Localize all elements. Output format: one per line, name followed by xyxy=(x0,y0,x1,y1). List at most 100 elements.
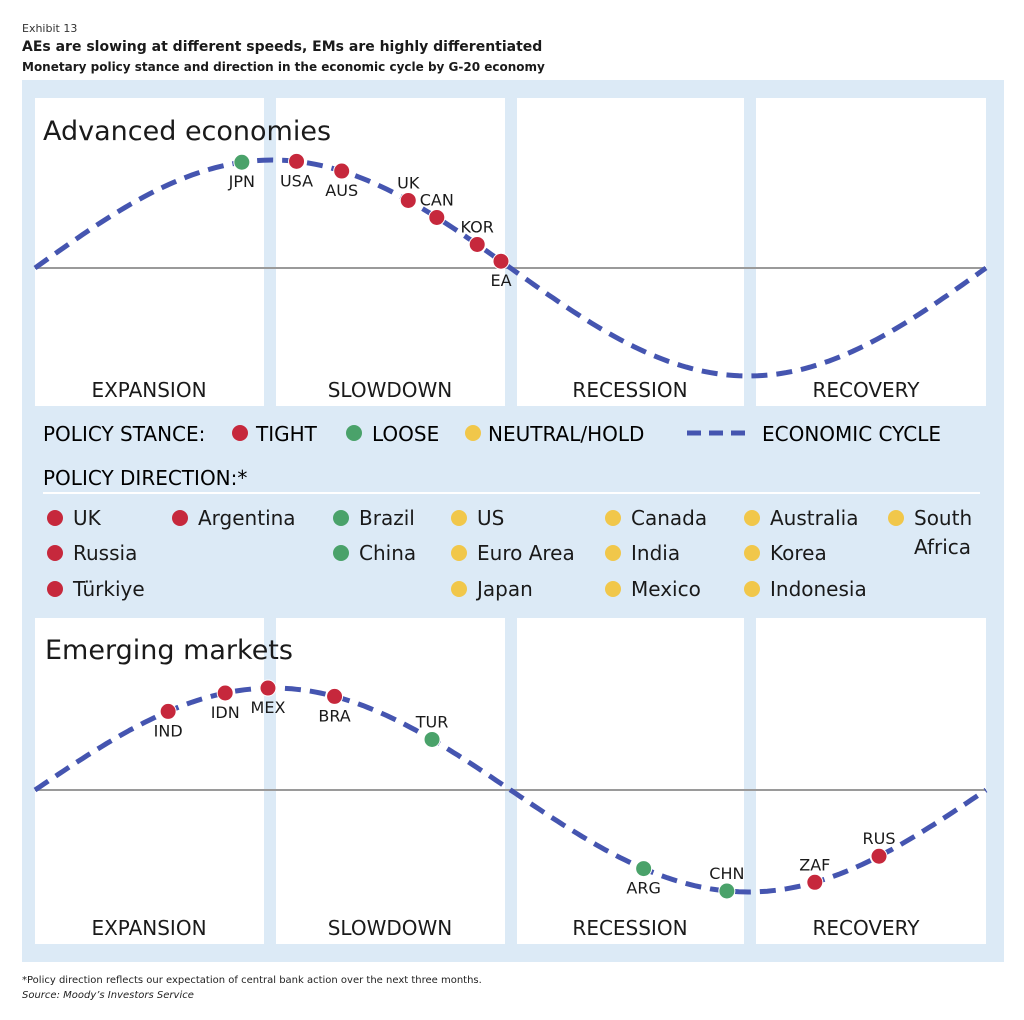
point-usa xyxy=(288,152,306,170)
point-label-mex: MEX xyxy=(251,698,286,717)
point-tur xyxy=(423,730,441,748)
legend-stance-label: POLICY STANCE: xyxy=(43,422,205,446)
point-uk xyxy=(399,191,417,209)
legend-neutral-label: NEUTRAL/HOLD xyxy=(488,422,644,446)
direction-marker-indonesia xyxy=(744,581,760,597)
legend-tight-marker xyxy=(232,425,248,441)
phase-cell-slowdown xyxy=(276,98,505,406)
economic-cycle-curve xyxy=(33,685,988,895)
panel-title: Advanced economies xyxy=(43,116,331,147)
direction-label-türkiye: Türkiye xyxy=(72,577,145,601)
point-label-kor: KOR xyxy=(461,217,494,236)
direction-marker-china xyxy=(333,545,349,561)
point-label-zaf: ZAF xyxy=(799,855,830,874)
direction-marker-brazil xyxy=(333,510,349,526)
point-mex xyxy=(259,679,277,697)
legend-neutral-marker xyxy=(465,425,481,441)
point-rus xyxy=(870,847,888,865)
direction-marker-south-africa xyxy=(888,510,904,526)
direction-label-us: US xyxy=(477,506,504,530)
phase-label-slowdown: SLOWDOWN xyxy=(328,378,453,402)
point-label-ea: EA xyxy=(490,271,511,290)
direction-marker-euro-area xyxy=(451,545,467,561)
direction-label-canada: Canada xyxy=(631,506,707,530)
chart-subtitle: Monetary policy stance and direction in … xyxy=(22,60,545,74)
panel-title: Emerging markets xyxy=(45,635,293,666)
legend-cycle-label: ECONOMIC CYCLE xyxy=(762,422,941,446)
point-zaf xyxy=(806,873,824,891)
direction-label-india: India xyxy=(631,541,680,565)
direction-label-china: China xyxy=(359,541,416,565)
direction-label-south-africa: South Africa xyxy=(914,506,972,559)
direction-marker-korea xyxy=(744,545,760,561)
direction-label-japan: Japan xyxy=(475,577,533,601)
legend-tight-label: TIGHT xyxy=(255,422,318,446)
direction-label-brazil: Brazil xyxy=(359,506,415,530)
footnote: *Policy direction reflects our expectati… xyxy=(22,975,482,986)
direction-label-indonesia: Indonesia xyxy=(770,577,867,601)
point-ea xyxy=(492,252,510,270)
phase-cell-expansion xyxy=(35,98,264,406)
point-label-idn: IDN xyxy=(211,703,240,722)
phase-label-slowdown: SLOWDOWN xyxy=(328,916,453,940)
direction-marker-uk xyxy=(47,510,63,526)
point-can xyxy=(428,208,446,226)
point-aus xyxy=(333,162,351,180)
phase-label-expansion: EXPANSION xyxy=(91,916,206,940)
point-label-uk: UK xyxy=(397,173,420,192)
direction-label-russia: Russia xyxy=(73,541,137,565)
direction-label-euro-area: Euro Area xyxy=(477,541,575,565)
point-ind xyxy=(159,702,177,720)
direction-marker-russia xyxy=(47,545,63,561)
policy-direction-list: UK Russia Türkiye Argentina Brazil China US Eur… xyxy=(47,506,972,601)
direction-label-australia: Australia xyxy=(770,506,858,530)
direction-marker-india xyxy=(605,545,621,561)
advanced-economies-panel: Advanced economies EXPANSION SLOWDOWN RECE… xyxy=(33,98,988,406)
point-arg xyxy=(635,860,653,878)
legend: POLICY STANCE: TIGHT LOOSE NEUTRAL/HOLD … xyxy=(43,422,980,601)
point-label-usa: USA xyxy=(280,171,313,190)
point-bra xyxy=(326,687,344,705)
point-label-rus: RUS xyxy=(863,829,896,848)
point-label-aus: AUS xyxy=(325,181,358,200)
chart-title: AEs are slowing at different speeds, EMs… xyxy=(22,39,543,55)
point-label-chn: CHN xyxy=(709,864,744,883)
phase-cell-recession xyxy=(517,618,744,944)
direction-label-korea: Korea xyxy=(770,541,827,565)
direction-label-mexico: Mexico xyxy=(631,577,701,601)
legend-direction-label: POLICY DIRECTION:* xyxy=(43,466,247,490)
phase-label-recession: RECESSION xyxy=(572,916,687,940)
phase-cell-slowdown xyxy=(276,618,505,944)
direction-marker-mexico xyxy=(605,581,621,597)
exhibit-number: Exhibit 13 xyxy=(22,22,78,35)
phase-cell-recovery xyxy=(756,618,986,944)
direction-label-argentina: Argentina xyxy=(198,506,296,530)
phase-cell-recession xyxy=(517,98,744,406)
phase-cell-recovery xyxy=(756,98,986,406)
point-label-can: CAN xyxy=(420,190,454,209)
point-label-tur: TUR xyxy=(415,712,449,731)
direction-marker-türkiye xyxy=(47,581,63,597)
phase-label-recovery: RECOVERY xyxy=(812,916,920,940)
phase-label-recovery: RECOVERY xyxy=(812,378,920,402)
direction-marker-canada xyxy=(605,510,621,526)
point-label-arg: ARG xyxy=(626,879,660,898)
point-label-bra: BRA xyxy=(318,706,350,725)
source-note: Source: Moody’s Investors Service xyxy=(22,990,194,1001)
direction-marker-us xyxy=(451,510,467,526)
point-kor xyxy=(468,235,486,253)
point-label-jpn: JPN xyxy=(228,172,255,191)
point-chn xyxy=(718,882,736,900)
legend-loose-label: LOOSE xyxy=(372,422,439,446)
direction-label-uk: UK xyxy=(73,506,102,530)
phase-cell-expansion xyxy=(35,618,264,944)
economic-cycle-curve xyxy=(33,157,988,379)
legend-loose-marker xyxy=(346,425,362,441)
phase-label-recession: RECESSION xyxy=(572,378,687,402)
point-jpn xyxy=(233,153,251,171)
direction-marker-australia xyxy=(744,510,760,526)
phase-label-expansion: EXPANSION xyxy=(91,378,206,402)
point-idn xyxy=(216,684,234,702)
point-label-ind: IND xyxy=(154,721,183,740)
